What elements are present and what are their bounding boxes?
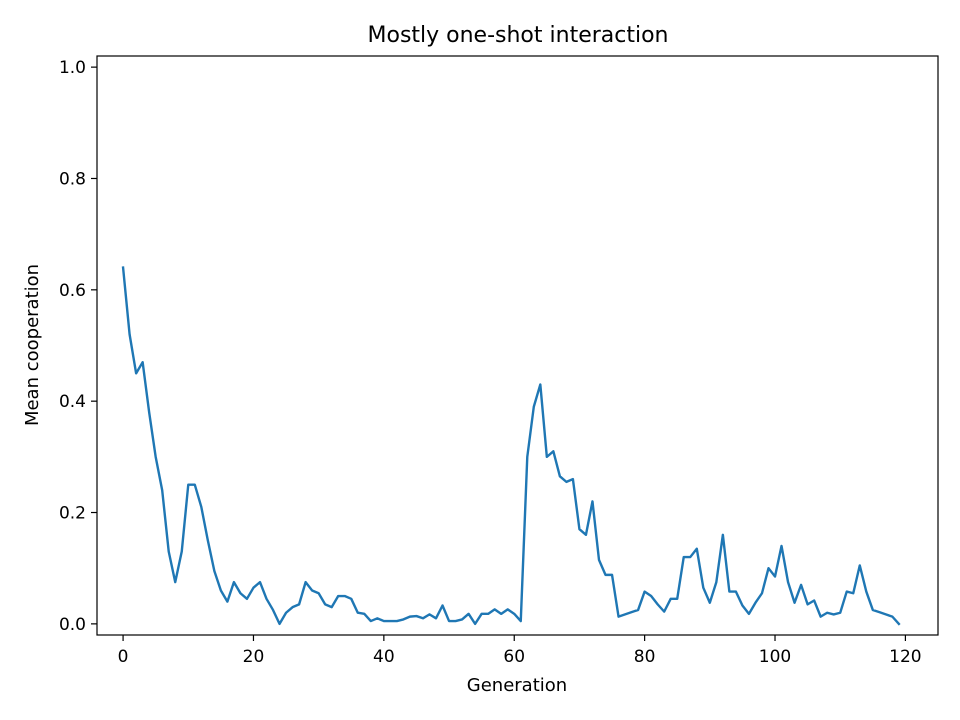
series-line — [121, 266, 901, 626]
plot-area — [121, 266, 901, 626]
x-tick-label: 60 — [503, 647, 525, 667]
y-tick-label: 0.4 — [59, 392, 86, 412]
axes-frame — [96, 55, 939, 636]
chart-title: Mostly one-shot interaction — [368, 23, 669, 48]
y-tick-label: 0.8 — [59, 169, 86, 189]
y-tick-label: 0.0 — [59, 615, 86, 635]
y-tick-label: 0.6 — [59, 281, 86, 301]
x-axis-label: Generation — [467, 675, 567, 696]
y-axis-label: Mean cooperation — [22, 264, 43, 426]
y-tick-label: 1.0 — [59, 58, 86, 78]
y-axis-ticks: 0.0 0.2 0.4 0.6 0.8 1.0 — [59, 58, 97, 635]
x-tick-label: 0 — [118, 647, 129, 667]
x-tick-label: 20 — [243, 647, 265, 667]
x-tick-label: 40 — [373, 647, 395, 667]
x-tick-label: 100 — [759, 647, 791, 667]
y-tick-label: 0.2 — [59, 504, 86, 524]
x-axis-ticks: 0 20 40 60 80 100 120 — [118, 635, 922, 667]
x-tick-label: 80 — [634, 647, 656, 667]
x-tick-label: 120 — [889, 647, 921, 667]
